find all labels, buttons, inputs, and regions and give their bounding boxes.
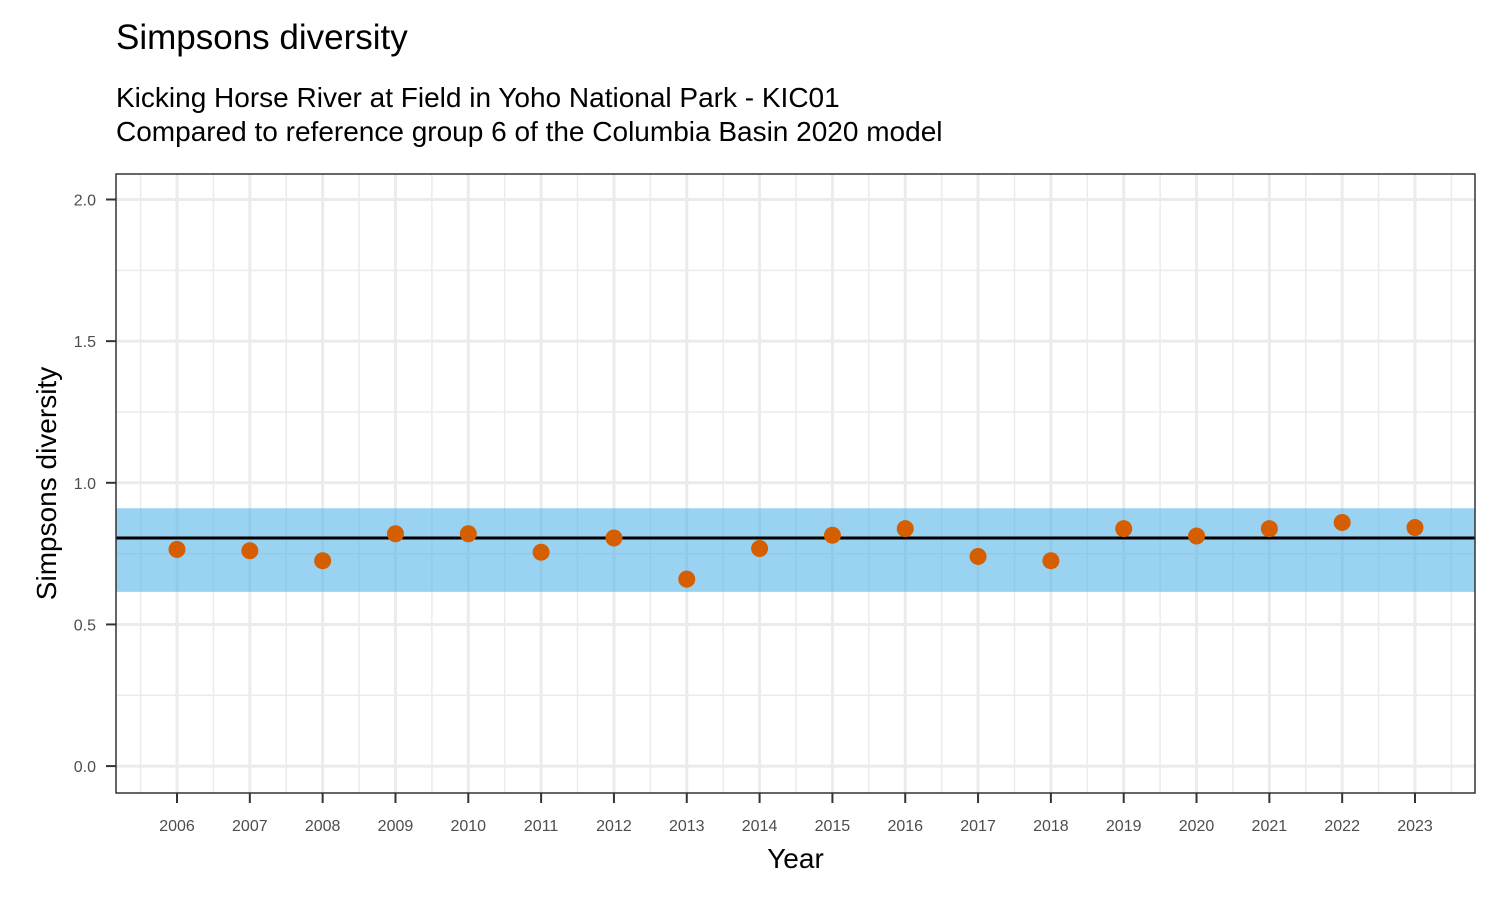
x-tick-label: 2012 — [596, 818, 632, 835]
data-point-2012 — [605, 529, 623, 547]
data-point-2006 — [168, 540, 186, 558]
data-points — [168, 513, 1424, 588]
x-tick-label: 2015 — [815, 818, 851, 835]
y-tick-label: 1.5 — [74, 334, 96, 351]
x-tick-label: 2017 — [960, 818, 996, 835]
x-tick-label: 2022 — [1324, 818, 1360, 835]
x-tick-label: 2021 — [1252, 818, 1288, 835]
x-tick-label: 2018 — [1033, 818, 1069, 835]
reference-range-band — [116, 508, 1475, 592]
data-point-2008 — [314, 552, 332, 570]
data-point-2014 — [751, 540, 769, 558]
x-tick-label: 2020 — [1179, 818, 1215, 835]
data-point-2007 — [241, 542, 259, 560]
y-tick-label: 1.0 — [74, 476, 96, 493]
grid — [116, 174, 1475, 793]
x-tick-label: 2006 — [159, 818, 195, 835]
data-point-2016 — [896, 520, 914, 538]
x-tick-label: 2010 — [450, 818, 486, 835]
data-point-2018 — [1042, 552, 1060, 570]
chart-subtitle-site: Kicking Horse River at Field in Yoho Nat… — [116, 82, 840, 113]
reference-band-layer — [116, 508, 1475, 592]
x-tick-label: 2007 — [232, 818, 268, 835]
data-point-2010 — [459, 525, 477, 543]
x-tick-label: 2016 — [887, 818, 923, 835]
x-tick-label: 2011 — [524, 818, 559, 835]
data-point-2023 — [1406, 519, 1424, 537]
data-point-2022 — [1333, 513, 1351, 531]
x-tick-label: 2013 — [669, 818, 705, 835]
axes: 0.0 0.5 1.0 1.5 2.0 2006 2007 2008 2009 2010 2011 2… — [74, 173, 1476, 835]
y-tick-label: 0.0 — [74, 759, 96, 776]
chart-title: Simpsons diversity — [116, 18, 408, 57]
x-tick-label: 2019 — [1106, 818, 1142, 835]
x-axis-title: Year — [767, 843, 824, 874]
data-point-2009 — [386, 525, 404, 543]
chart-subtitle-reference: Compared to reference group 6 of the Col… — [116, 116, 943, 147]
x-tick-label: 2014 — [742, 818, 778, 835]
x-tick-label: 2023 — [1397, 818, 1433, 835]
data-point-2013 — [678, 570, 696, 588]
x-tick-label: 2008 — [305, 818, 341, 835]
data-point-2019 — [1115, 520, 1133, 538]
data-point-2017 — [969, 547, 987, 565]
y-tick-label: 0.5 — [74, 617, 96, 634]
data-point-2021 — [1260, 520, 1278, 538]
y-axis-title: Simpsons diversity — [31, 367, 62, 600]
x-tick-label: 2009 — [378, 818, 414, 835]
data-point-2011 — [532, 543, 550, 561]
data-point-2020 — [1188, 527, 1206, 545]
data-point-2015 — [823, 526, 841, 544]
y-tick-label: 2.0 — [74, 192, 96, 209]
